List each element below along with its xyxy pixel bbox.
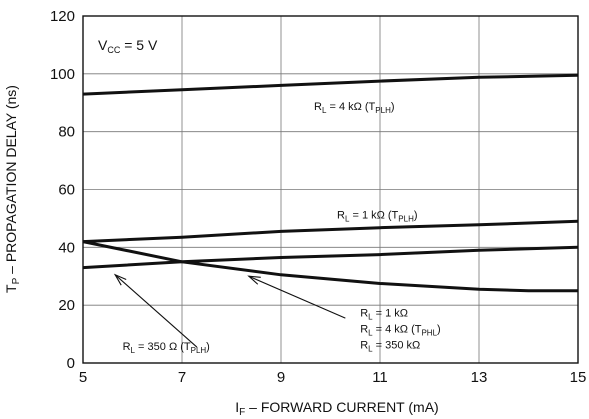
series-line-4 bbox=[82, 240, 578, 293]
annotation-part: R bbox=[360, 324, 368, 336]
x-axis-label-main: I bbox=[235, 399, 239, 415]
annotation-rl-1k: RL = 1 kΩ bbox=[360, 308, 408, 322]
annotation-part: PLH bbox=[375, 106, 391, 115]
y-axis-label-rest: – PROPAGATION DELAY (ns) bbox=[3, 85, 19, 278]
y-tick-label: 80 bbox=[58, 124, 75, 141]
annotation-part: ) bbox=[391, 101, 395, 113]
annotation-part: R bbox=[360, 340, 368, 352]
x-tick-label: 11 bbox=[372, 369, 388, 386]
annotation-part: = 1 kΩ bbox=[373, 308, 408, 320]
x-tick-label: 13 bbox=[471, 369, 488, 386]
annotation-part: PLH bbox=[191, 346, 207, 355]
annotation-part: = 1 kΩ (T bbox=[349, 209, 398, 221]
annotation-part: R bbox=[337, 209, 345, 221]
condition-label: VCC = 5 V bbox=[98, 37, 158, 55]
annotation-part: R bbox=[360, 308, 368, 320]
grid-lines bbox=[83, 16, 578, 363]
condition-rest: = 5 V bbox=[120, 37, 158, 53]
annotation-part: ) bbox=[414, 209, 418, 221]
leader-line-2 bbox=[248, 275, 346, 319]
x-axis-label: IF – FORWARD CURRENT (mA) bbox=[235, 399, 438, 418]
annotation-part: = 350 kΩ bbox=[373, 340, 421, 352]
y-axis-label: TP – PROPAGATION DELAY (ns) bbox=[3, 85, 22, 293]
condition-sub: CC bbox=[107, 45, 120, 55]
annotation-rl-4k-tplh: RL = 4 kΩ (TPLH) bbox=[314, 101, 395, 115]
annotation-rl-4k-tphl: RL = 4 kΩ (TPHL) bbox=[360, 324, 441, 338]
plot-frame bbox=[82, 15, 579, 364]
annotation-part: L bbox=[345, 214, 350, 223]
annotation-part: PLH bbox=[398, 214, 414, 223]
leader-line-1 bbox=[114, 274, 198, 348]
annotation-part: = 350 Ω (T bbox=[135, 341, 191, 353]
y-tick-label: 120 bbox=[50, 8, 75, 25]
y-tick-label: 40 bbox=[58, 239, 75, 256]
annotation-part: L bbox=[368, 345, 373, 354]
condition-main: V bbox=[98, 37, 108, 53]
annotations: RL = 4 kΩ (TPLH)RL = 1 kΩ (TPLH)RL = 350… bbox=[123, 101, 441, 355]
annotation-part: L bbox=[131, 346, 136, 355]
annotation-part: = 4 kΩ (T bbox=[373, 324, 422, 336]
x-tick-label: 15 bbox=[570, 369, 587, 386]
y-tick-label: 20 bbox=[58, 297, 75, 314]
annotation-part: L bbox=[368, 313, 373, 322]
tick-labels: 0 20 40 60 80 100 120 5 7 9 11 13 15 bbox=[50, 8, 586, 386]
y-axis-label-main: T bbox=[3, 284, 19, 293]
series-line-1 bbox=[82, 73, 579, 96]
annotation-part: ) bbox=[437, 324, 441, 336]
y-axis-label-sub: P bbox=[11, 277, 22, 284]
annotation-part: ) bbox=[206, 341, 210, 353]
x-tick-label: 5 bbox=[79, 369, 87, 386]
annotation-part: = 4 kΩ (T bbox=[326, 101, 375, 113]
data-series bbox=[82, 73, 579, 293]
annotation-part: L bbox=[368, 329, 373, 338]
annotation-part: L bbox=[322, 106, 327, 115]
leader-arrowhead-1 bbox=[113, 273, 127, 286]
y-tick-label: 100 bbox=[50, 66, 75, 83]
annotation-rl-350k: RL = 350 kΩ bbox=[360, 340, 420, 354]
series-line-2 bbox=[82, 219, 579, 244]
annotation-leader-lines bbox=[113, 273, 346, 348]
annotation-rl-350-tplh: RL = 350 Ω (TPLH) bbox=[123, 341, 210, 355]
annotation-part: R bbox=[123, 341, 131, 353]
leader-arrowhead-2 bbox=[247, 275, 261, 285]
y-tick-label: 0 bbox=[67, 355, 75, 372]
annotation-part: R bbox=[314, 101, 322, 113]
x-tick-label: 7 bbox=[178, 369, 186, 386]
annotation-rl-1k-tplh: RL = 1 kΩ (TPLH) bbox=[337, 209, 418, 223]
series-line-3 bbox=[82, 245, 579, 270]
x-axis-label-rest: – FORWARD CURRENT (mA) bbox=[245, 399, 438, 415]
x-axis-label-sub: F bbox=[239, 407, 245, 418]
annotation-part: PHL bbox=[421, 329, 437, 338]
y-tick-label: 60 bbox=[58, 182, 75, 199]
x-tick-label: 9 bbox=[277, 369, 285, 386]
